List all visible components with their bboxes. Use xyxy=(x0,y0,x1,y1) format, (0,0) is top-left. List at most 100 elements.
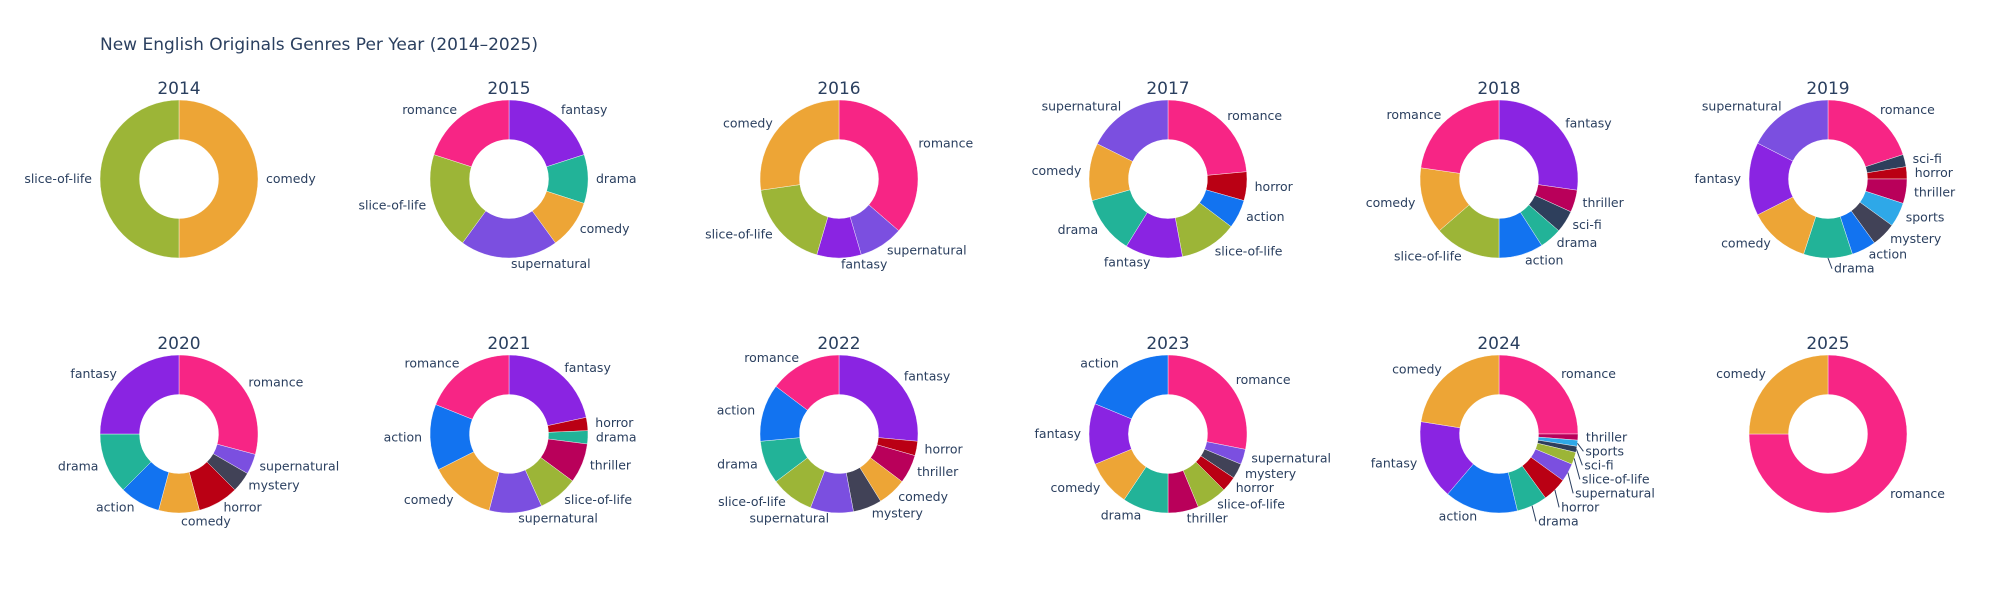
slice-label: fantasy xyxy=(1565,115,1612,130)
pie-title: 2021 xyxy=(487,334,530,354)
pie-title: 2018 xyxy=(1477,79,1520,99)
pie-title: 2016 xyxy=(817,79,860,99)
slice-label: slice-of-life xyxy=(1582,471,1650,486)
slice-label: horror xyxy=(925,442,964,457)
slice-label: drama xyxy=(596,171,637,186)
slice-label: drama xyxy=(58,459,99,474)
pie-2017: 2017 romance horror action slice-of-life fant… xyxy=(1032,79,1294,270)
slice-romance[interactable] xyxy=(775,354,840,411)
slice-label: romance xyxy=(1880,102,1935,117)
slice-label: slice-of-life xyxy=(564,492,632,507)
slice-label: horror xyxy=(224,500,263,515)
slice-label: slice-of-life xyxy=(718,494,786,509)
slice-label: mystery xyxy=(248,478,300,493)
slice-label: fantasy xyxy=(1104,255,1151,270)
pie-title: 2020 xyxy=(157,334,200,354)
label-leader-line xyxy=(1577,442,1584,452)
slice-label: action xyxy=(1439,509,1477,524)
slice-label: thriller xyxy=(590,458,632,473)
slice-fantasy[interactable] xyxy=(838,354,919,442)
slice-label: thriller xyxy=(1187,511,1229,526)
slice-romance[interactable] xyxy=(178,354,259,455)
slice-comedy[interactable] xyxy=(178,99,259,259)
slice-fantasy[interactable] xyxy=(1498,99,1579,191)
slice-label: mystery xyxy=(872,505,924,520)
slice-label: slice-of-life xyxy=(1394,248,1462,263)
slice-label: romance xyxy=(1227,108,1282,123)
label-leader-line xyxy=(1567,472,1574,494)
slice-comedy[interactable] xyxy=(759,99,840,191)
slice-label: sci-fi xyxy=(1913,151,1942,166)
slice-label: slice-of-life xyxy=(1215,243,1283,258)
label-leader-line xyxy=(1554,489,1560,508)
slice-comedy[interactable] xyxy=(1748,354,1829,435)
slice-label: fantasy xyxy=(70,366,117,381)
slice-romance[interactable] xyxy=(838,99,919,232)
slice-label: drama xyxy=(1058,222,1099,237)
pie-title: 2023 xyxy=(1146,334,1189,354)
slice-romance[interactable] xyxy=(435,354,510,420)
slice-slice-of-life[interactable] xyxy=(760,184,829,256)
slice-romance[interactable] xyxy=(433,99,510,168)
slice-label: action xyxy=(384,430,422,445)
slice-label: action xyxy=(717,403,755,418)
slice-fantasy[interactable] xyxy=(99,354,180,435)
slice-label: supernatural xyxy=(511,256,591,271)
slice-slice-of-life[interactable] xyxy=(99,99,180,259)
slice-label: thriller xyxy=(917,464,959,479)
slice-supernatural[interactable] xyxy=(1757,99,1829,162)
slice-label: romance xyxy=(402,102,457,117)
slice-label: drama xyxy=(1101,507,1142,522)
slice-label: romance xyxy=(1236,372,1291,387)
slice-action[interactable] xyxy=(1094,354,1169,420)
pie-title: 2014 xyxy=(157,79,200,99)
slice-label: fantasy xyxy=(1695,171,1742,186)
slice-label: romance xyxy=(918,136,973,151)
pie-title: 2017 xyxy=(1146,79,1189,99)
chart-title: New English Originals Genres Per Year (2… xyxy=(100,35,538,55)
slice-label: comedy xyxy=(1366,195,1416,210)
slice-label: action xyxy=(1246,209,1284,224)
slice-romance[interactable] xyxy=(1498,354,1579,435)
slice-label: comedy xyxy=(1032,163,1082,178)
slice-romance[interactable] xyxy=(1420,99,1500,174)
slice-romance[interactable] xyxy=(1167,354,1248,450)
slice-label: horror xyxy=(1236,480,1275,495)
slice-label: fantasy xyxy=(1035,426,1082,441)
slice-label: thriller xyxy=(1914,184,1956,199)
slice-supernatural[interactable] xyxy=(1097,99,1169,162)
slice-label: supernatural xyxy=(887,243,967,258)
slice-label: drama xyxy=(1557,235,1598,250)
slice-label: slice-of-life xyxy=(24,171,92,186)
pie-title: 2022 xyxy=(817,334,860,354)
slice-label: fantasy xyxy=(1371,455,1418,470)
slice-label: romance xyxy=(405,356,460,371)
slice-label: supernatural xyxy=(260,459,340,474)
slice-label: drama xyxy=(1538,513,1579,528)
label-leader-line xyxy=(1576,449,1583,466)
slice-label: horror xyxy=(595,415,634,430)
slice-label: comedy xyxy=(580,221,630,236)
slice-comedy[interactable] xyxy=(1420,354,1500,429)
pie-2025: 2025 romance comedy xyxy=(1716,334,1945,514)
slice-label: romance xyxy=(1561,366,1616,381)
slice-romance[interactable] xyxy=(1748,354,1908,514)
slice-label: slice-of-life xyxy=(1217,497,1285,512)
slice-label: romance xyxy=(248,374,303,389)
slice-label: comedy xyxy=(1716,366,1766,381)
slice-label: slice-of-life xyxy=(358,197,426,212)
slice-label: action xyxy=(1525,253,1563,268)
slice-label: drama xyxy=(596,430,637,445)
slice-label: sports xyxy=(1585,443,1624,458)
slice-label: supernatural xyxy=(518,511,598,526)
pie-2020: 2020 romance supernatural mystery horrorcome… xyxy=(58,334,339,529)
slice-label: fantasy xyxy=(904,369,951,384)
slice-label: supernatural xyxy=(1042,99,1122,114)
slice-label: sci-fi xyxy=(1584,457,1613,472)
pie-2014: 2014 comedy slice-of-life xyxy=(24,79,316,259)
slice-label: sci-fi xyxy=(1573,217,1602,232)
